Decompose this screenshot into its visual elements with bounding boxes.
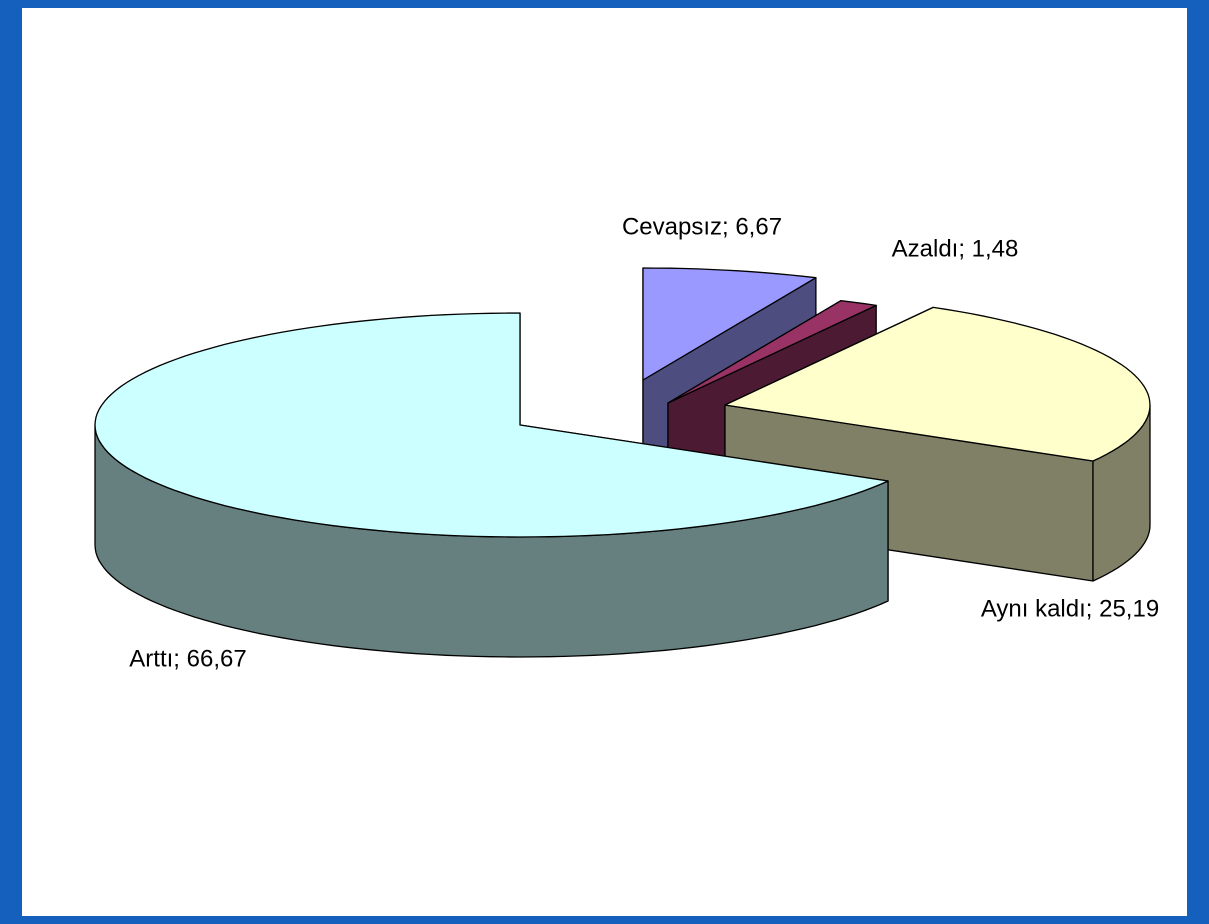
data-label: Aynı kaldı; 25,19 [981, 595, 1159, 622]
pie-slice [94, 312, 889, 658]
slice-top [724, 306, 1151, 462]
data-label: Cevapsız; 6,67 [622, 213, 782, 240]
data-label: Azaldı; 1,48 [892, 235, 1019, 262]
slice-top [94, 312, 889, 538]
data-label: Arttı; 66,67 [129, 645, 246, 672]
slice-top [642, 267, 817, 381]
slice-top [667, 300, 877, 404]
